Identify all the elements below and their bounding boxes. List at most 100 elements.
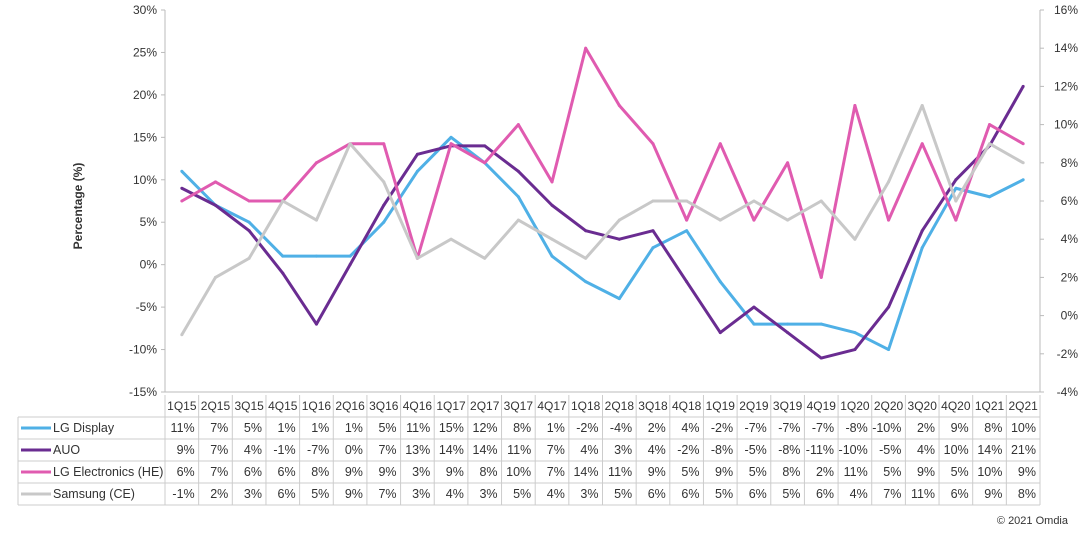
- table-cell: 9%: [177, 443, 195, 457]
- data-point: [651, 229, 655, 233]
- table-cell: -8%: [845, 421, 867, 435]
- table-cell: -8%: [778, 443, 800, 457]
- table-cell: 9%: [378, 465, 396, 479]
- x-tick-label: 4Q17: [537, 399, 567, 413]
- data-point: [617, 218, 621, 222]
- data-point: [685, 218, 689, 222]
- data-point: [685, 199, 689, 203]
- y-tick-label: 0%: [140, 258, 158, 272]
- x-tick-label: 2Q20: [874, 399, 904, 413]
- data-point: [651, 199, 655, 203]
- data-point: [718, 142, 722, 146]
- data-point: [853, 348, 857, 352]
- data-point: [415, 256, 419, 260]
- table-cell: 0%: [345, 443, 363, 457]
- table-cell: 3%: [412, 487, 430, 501]
- data-point: [819, 356, 823, 360]
- y-tick-label: 10%: [133, 173, 157, 187]
- table-cell: 5%: [681, 465, 699, 479]
- y-tick-label: -10%: [129, 343, 157, 357]
- table-cell: 5%: [244, 421, 262, 435]
- table-cell: 5%: [715, 487, 733, 501]
- x-tick-label: 3Q17: [504, 399, 534, 413]
- table-cell: 6%: [681, 487, 699, 501]
- data-point: [247, 256, 251, 260]
- table-cell: 10%: [506, 465, 531, 479]
- table-cell: 6%: [244, 465, 262, 479]
- data-point: [988, 195, 992, 199]
- data-point: [920, 229, 924, 233]
- table-cell: 11%: [911, 487, 935, 501]
- data-point: [920, 246, 924, 250]
- x-tick-label: 3Q15: [234, 399, 264, 413]
- data-point: [247, 229, 251, 233]
- data-point: [550, 254, 554, 258]
- data-point: [685, 280, 689, 284]
- data-point: [449, 135, 453, 139]
- table-cell: 7%: [210, 421, 228, 435]
- data-point: [685, 229, 689, 233]
- data-point: [887, 305, 891, 309]
- table-cell: 9%: [345, 487, 363, 501]
- data-point: [550, 203, 554, 207]
- data-point: [180, 333, 184, 337]
- data-point: [584, 46, 588, 50]
- x-tick-label: 4Q16: [403, 399, 433, 413]
- table-cell: 5%: [782, 487, 800, 501]
- data-point: [348, 142, 352, 146]
- table-cell: 7%: [547, 465, 565, 479]
- y-tick-label: -15%: [129, 385, 157, 399]
- table-cell: 7%: [378, 487, 396, 501]
- x-tick-label: 2Q17: [470, 399, 500, 413]
- table-cell: 6%: [278, 465, 296, 479]
- data-point: [1021, 142, 1025, 146]
- data-point: [853, 237, 857, 241]
- y2-tick-label: 14%: [1054, 41, 1078, 55]
- data-point: [920, 104, 924, 107]
- data-point: [180, 169, 184, 173]
- table-cell: 6%: [648, 487, 666, 501]
- table-cell: 6%: [951, 487, 969, 501]
- table-cell: 8%: [1018, 487, 1036, 501]
- table-cell: 6%: [278, 487, 296, 501]
- data-point: [314, 218, 318, 222]
- data-point: [954, 199, 958, 203]
- data-point: [752, 322, 756, 326]
- data-point: [887, 348, 891, 352]
- table-cell: -11%: [806, 443, 834, 457]
- y-axis-title: Percentage (%): [71, 163, 85, 250]
- table-cell: -4%: [610, 421, 632, 435]
- table-cell: 3%: [614, 443, 632, 457]
- data-point: [617, 104, 621, 107]
- table-cell: 4%: [547, 487, 565, 501]
- x-tick-label: 1Q16: [302, 399, 332, 413]
- x-tick-label: 4Q19: [807, 399, 837, 413]
- data-point: [786, 218, 790, 222]
- table-cell: 11%: [608, 465, 632, 479]
- y2-tick-label: 6%: [1061, 194, 1079, 208]
- data-point: [819, 322, 823, 326]
- table-cell: 11%: [171, 421, 195, 435]
- data-point: [516, 195, 520, 199]
- data-point: [752, 305, 756, 309]
- table-cell: 13%: [405, 443, 430, 457]
- data-point: [920, 142, 924, 146]
- table-cell: -7%: [778, 421, 800, 435]
- table-cell: -7%: [745, 421, 767, 435]
- data-point: [752, 199, 756, 203]
- data-point: [1021, 178, 1025, 182]
- data-point: [718, 331, 722, 335]
- table-cell: 8%: [782, 465, 800, 479]
- table-cell: 9%: [648, 465, 666, 479]
- data-point: [483, 161, 487, 165]
- x-tick-label: 1Q18: [571, 399, 601, 413]
- table-cell: -2%: [711, 421, 733, 435]
- data-point: [584, 229, 588, 233]
- data-point: [1021, 84, 1025, 88]
- table-cell: 21%: [1011, 443, 1036, 457]
- table-cell: 9%: [345, 465, 363, 479]
- table-cell: 4%: [648, 443, 666, 457]
- data-point: [752, 218, 756, 222]
- table-cell: 8%: [984, 421, 1002, 435]
